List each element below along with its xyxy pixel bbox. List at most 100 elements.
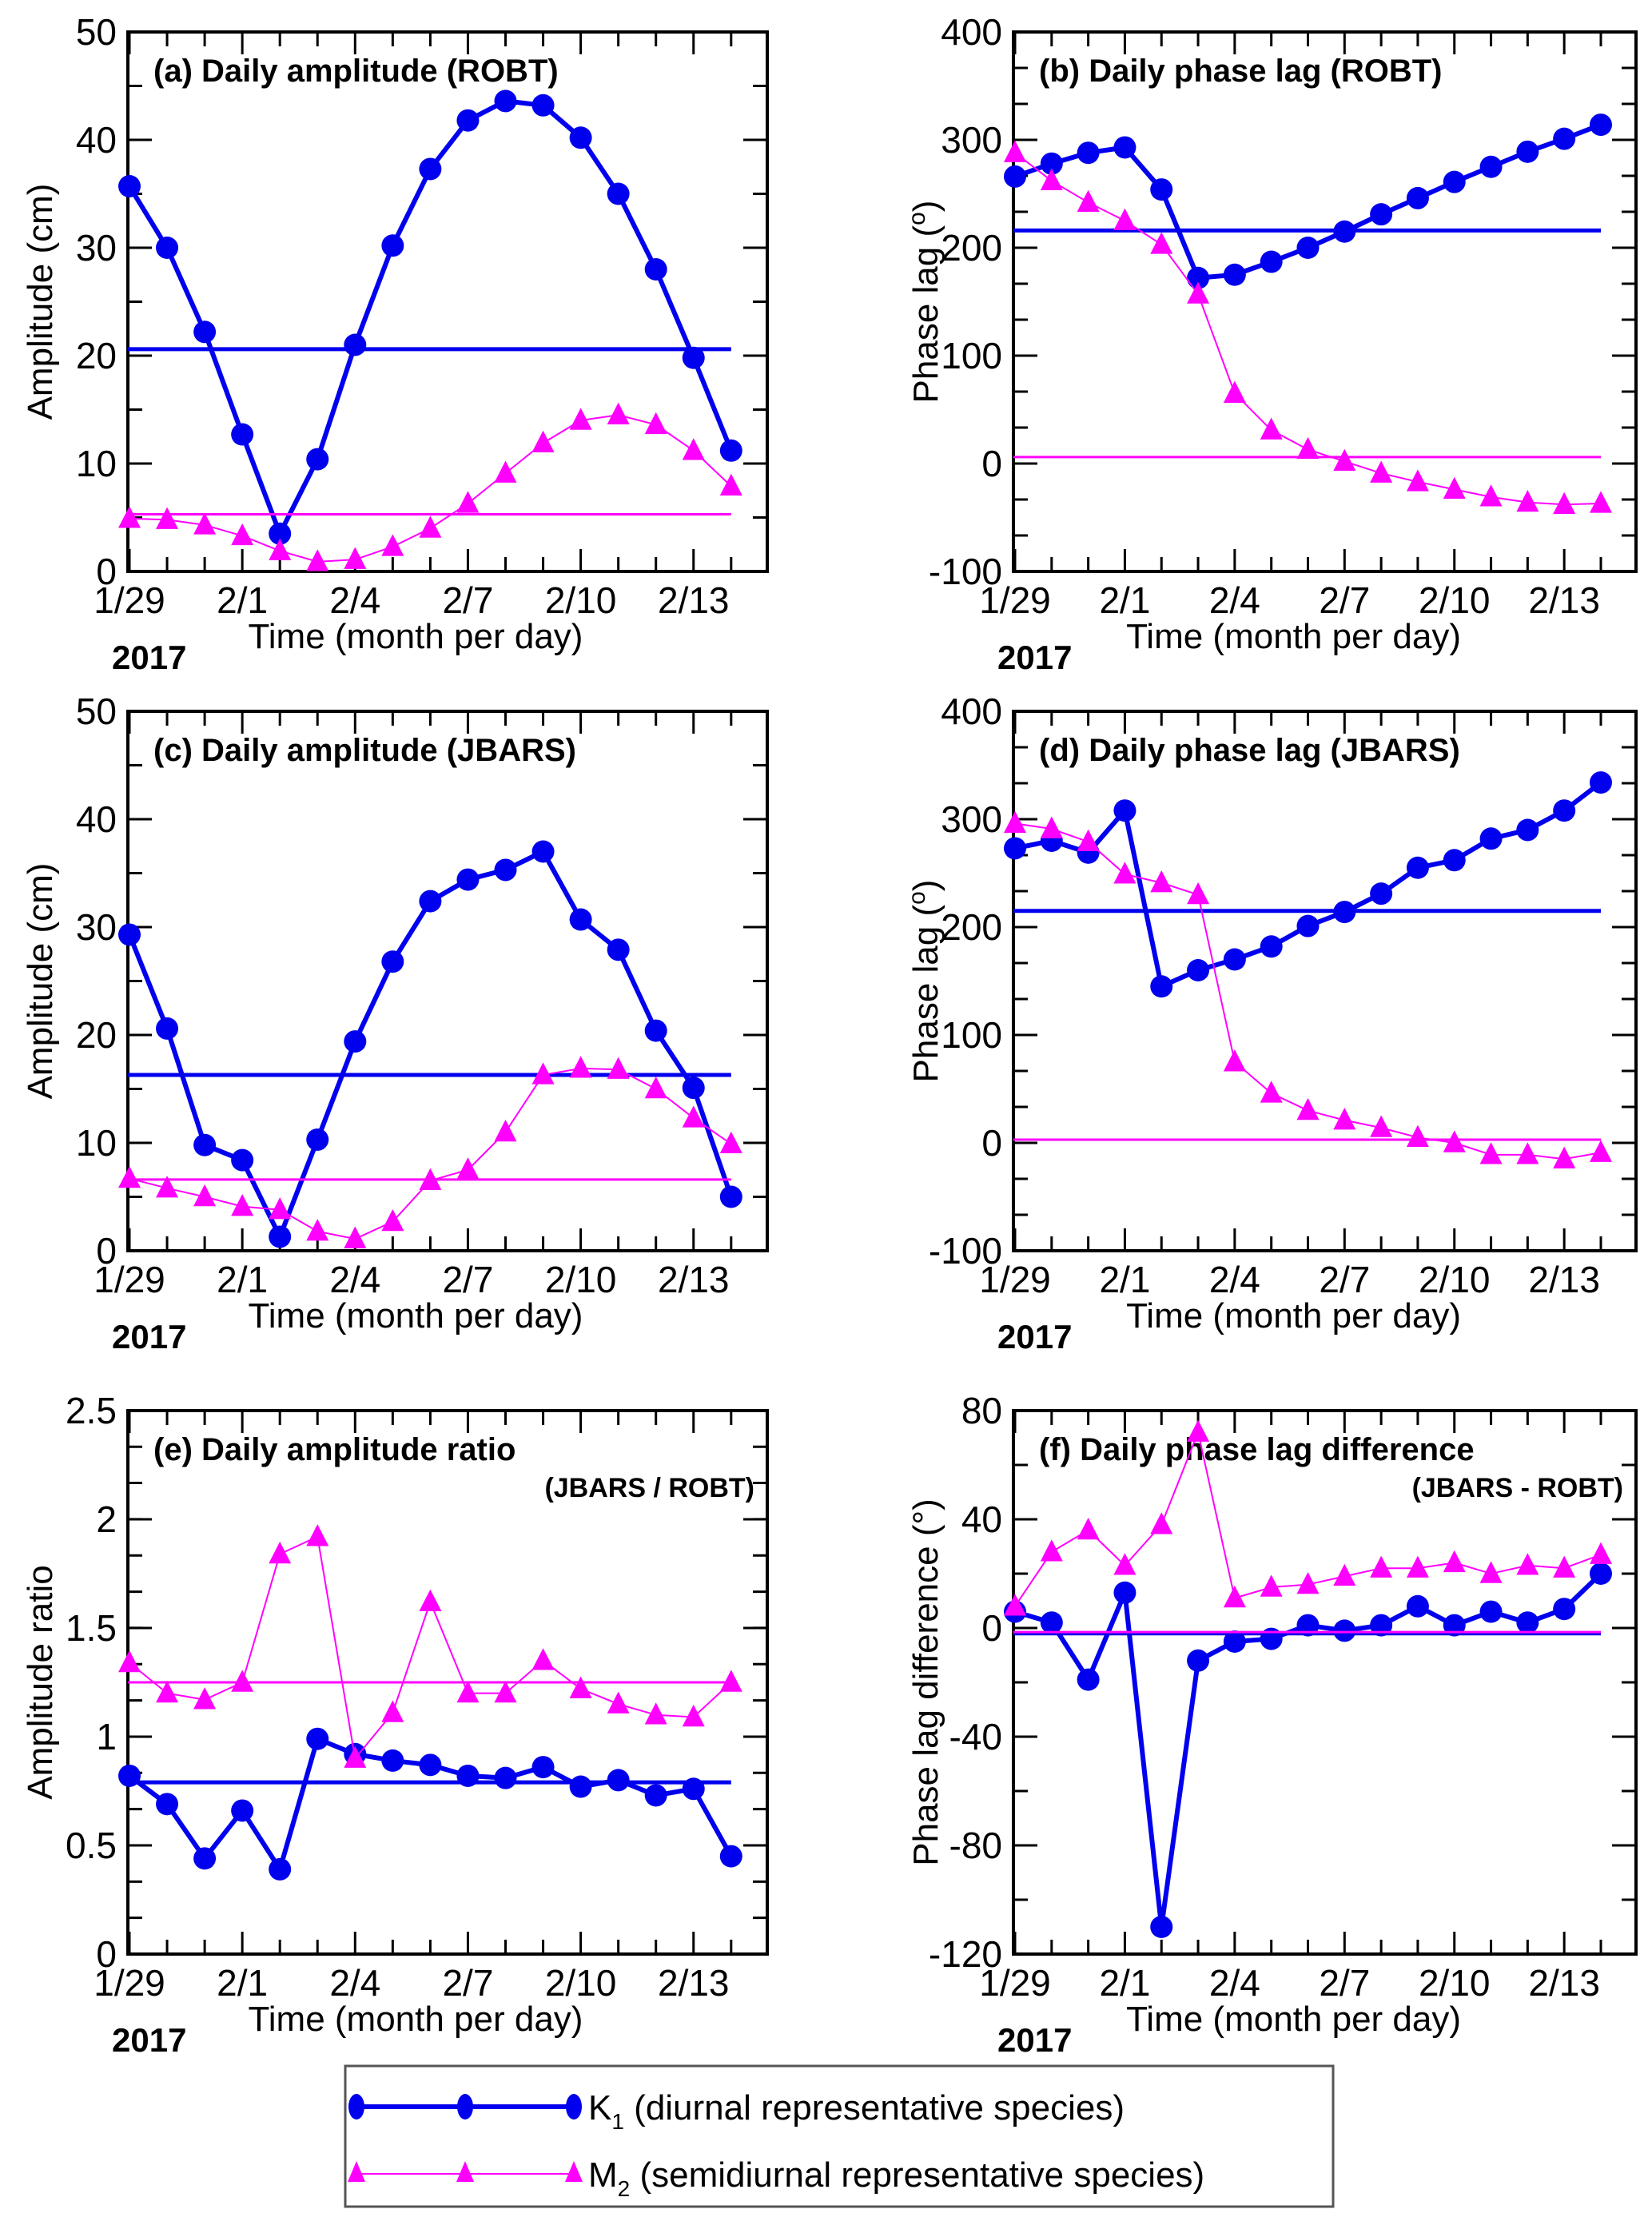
x-tick-label: 2/7 (1319, 1259, 1370, 1300)
data-point-M2 (1077, 829, 1100, 852)
data-point-M2 (419, 1168, 442, 1190)
data-point-M2 (494, 1681, 517, 1703)
y-tick-label: 0.5 (66, 1825, 117, 1866)
data-point-K1 (456, 868, 480, 891)
data-point-M2 (1333, 1108, 1356, 1130)
data-point-M2 (381, 1700, 404, 1722)
data-point-K1 (306, 1727, 329, 1750)
data-point-K1 (1516, 818, 1539, 842)
data-point-M2 (1479, 1142, 1503, 1164)
data-point-K1 (193, 1847, 217, 1870)
legend-description: (semidiurnal representative species) (630, 2155, 1204, 2195)
y-tick-label: 200 (941, 906, 1002, 948)
data-point-K1 (381, 950, 404, 973)
data-point-M2 (1370, 460, 1393, 483)
data-point-K1 (607, 1769, 630, 1792)
data-point-K1 (1333, 901, 1356, 924)
data-point-M2 (1443, 1550, 1466, 1573)
data-point-M2 (1333, 448, 1356, 471)
series-M2 (118, 1524, 742, 1768)
data-point-K1 (1040, 152, 1063, 175)
y-tick-label: 40 (76, 798, 117, 840)
data-point-M2 (344, 1226, 367, 1248)
data-point-K1 (719, 439, 742, 462)
series-line-K1 (1014, 780, 1602, 990)
y-tick-label: 40 (76, 119, 117, 161)
data-point-M2 (1370, 1555, 1393, 1578)
data-point-K1 (494, 858, 517, 882)
data-point-K1 (381, 1749, 404, 1772)
legend-marker-M2 (565, 2161, 583, 2182)
data-point-K1 (644, 1784, 667, 1807)
data-point-K1 (569, 126, 592, 149)
data-point-K1 (269, 1857, 292, 1881)
x-tick-label: 2/13 (658, 1259, 730, 1300)
data-point-M2 (1553, 1146, 1576, 1168)
data-point-K1 (231, 1799, 254, 1822)
data-point-K1 (494, 1766, 517, 1789)
y-axis-title-main: Amplitude ratio (21, 1565, 60, 1799)
data-point-K1 (1479, 1600, 1503, 1623)
data-point-M2 (644, 412, 667, 435)
data-point-K1 (1223, 948, 1246, 971)
data-point-M2 (1296, 1097, 1320, 1120)
data-point-M2 (269, 1197, 292, 1220)
data-point-K1 (1516, 1611, 1539, 1634)
x-tick-label: 2/7 (442, 579, 493, 621)
series-M2 (1004, 140, 1612, 514)
x-axis-title: Time (month per day) (249, 617, 583, 656)
legend-entry-K1: K1 (diurnal representative species) (348, 2088, 1125, 2134)
x-tick-label: 2/13 (1528, 1259, 1600, 1300)
data-point-K1 (1113, 136, 1136, 159)
data-point-K1 (1333, 1619, 1356, 1642)
data-point-M2 (1479, 1561, 1503, 1583)
data-point-K1 (531, 840, 555, 863)
y-tick-label: 10 (76, 1122, 117, 1164)
data-point-M2 (607, 1691, 630, 1714)
data-point-K1 (1589, 113, 1612, 137)
data-point-K1 (1223, 263, 1246, 286)
y-axis-title: Amplitude ratio (21, 1565, 60, 1799)
panel-title: (f) Daily phase lag difference (1039, 1432, 1475, 1467)
data-point-K1 (419, 890, 442, 913)
data-point-K1 (1553, 127, 1576, 150)
x-tick-label: 2/4 (329, 579, 380, 621)
x-tick-label: 2/13 (658, 579, 730, 621)
panel-title: (d) Daily phase lag (JBARS) (1039, 733, 1460, 768)
data-point-M2 (1113, 1553, 1136, 1575)
data-point-K1 (1479, 155, 1503, 178)
x-tick-label: 2/10 (1419, 579, 1491, 621)
data-point-K1 (306, 448, 329, 471)
y-tick-label: -100 (929, 551, 1002, 592)
legend-label-K1: K1 (diurnal representative species) (588, 2088, 1125, 2134)
data-point-M2 (1260, 1574, 1283, 1597)
panel-b: -100 0 100 200 300 400 1/29 2/1 2/4 2/7 2/10 2/13 Ti… (904, 11, 1638, 676)
legend-marker-K1 (566, 2094, 582, 2120)
y-tick-label: 300 (941, 119, 1002, 161)
series-line-M2 (129, 1067, 732, 1240)
data-point-K1 (1516, 140, 1539, 163)
legend-symbol: M (588, 2155, 618, 2195)
x-tick-label: 1/29 (94, 1259, 165, 1300)
plot-frame (1012, 30, 1638, 573)
x-tick-label: 2/4 (1209, 579, 1260, 621)
y-tick-label: -80 (949, 1825, 1002, 1866)
y-tick-label: 2.5 (66, 1390, 117, 1431)
data-point-K1 (1406, 186, 1429, 209)
y-tick-label: 50 (76, 11, 117, 53)
y-axis-title: Phase lag (o) (904, 880, 945, 1083)
x-tick-label: 2/4 (1209, 1259, 1260, 1300)
data-point-M2 (1223, 380, 1246, 403)
data-point-K1 (1296, 237, 1320, 259)
legend-marker-M2 (456, 2161, 474, 2182)
data-point-K1 (1553, 799, 1576, 822)
x-axis-title: Time (month per day) (1126, 2000, 1461, 2039)
data-point-K1 (1370, 882, 1393, 906)
plot-frame (1012, 710, 1638, 1252)
y-tick-label: 200 (941, 227, 1002, 269)
y-axis-title-main: Phase lag difference (°) (906, 1499, 945, 1866)
year-label: 2017 (112, 639, 186, 676)
panel-title: (a) Daily amplitude (ROBT) (153, 54, 559, 89)
plot-frame (126, 710, 769, 1252)
data-point-M2 (1187, 882, 1210, 905)
